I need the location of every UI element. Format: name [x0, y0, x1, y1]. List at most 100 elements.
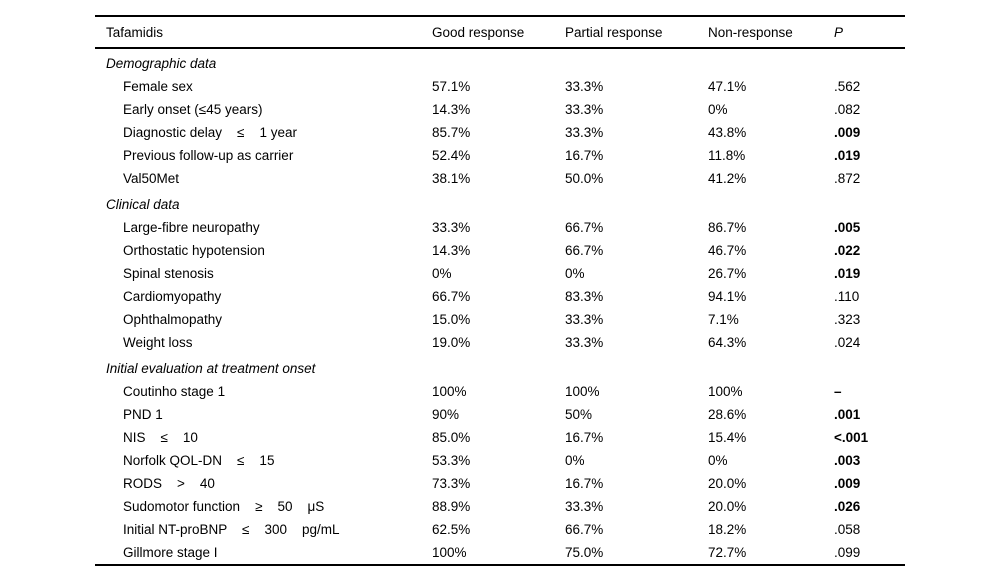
table-row: Early onset (≤45 years) 14.3% 33.3% 0% .082 — [95, 98, 905, 121]
column-header-p: P — [834, 24, 844, 40]
table-row: Spinal stenosis 0% 0% 26.7% .019 — [95, 262, 905, 285]
value-cell: 100% — [432, 544, 467, 560]
value-cell: 0% — [565, 452, 585, 468]
value-cell: 50% — [565, 406, 593, 422]
p-value: .099 — [834, 544, 861, 560]
p-value: .009 — [834, 124, 861, 140]
table-row: Norfolk QOL-DN ≤ 15 53.3% 0% 0% .003 — [95, 449, 905, 472]
value-cell: 0% — [708, 452, 728, 468]
value-cell: 20.0% — [708, 498, 747, 514]
table-header: Tafamidis Good response Partial response… — [95, 16, 905, 48]
value-cell: 85.0% — [432, 429, 471, 445]
row-label: Norfolk QOL-DN ≤ 15 — [123, 452, 275, 468]
p-value: .003 — [834, 452, 861, 468]
tafamidis-response-table-container: Tafamidis Good response Partial response… — [95, 15, 905, 566]
value-cell: 66.7% — [432, 288, 471, 304]
row-label: Weight loss — [123, 334, 193, 350]
value-cell: 16.7% — [565, 429, 604, 445]
value-cell: 85.7% — [432, 124, 471, 140]
row-label: NIS ≤ 10 — [123, 429, 198, 445]
row-label: Large-fibre neuropathy — [123, 219, 260, 235]
row-label: Early onset (≤45 years) — [123, 101, 263, 117]
section-title: Demographic data — [106, 55, 217, 71]
table-row: Gillmore stage I 100% 75.0% 72.7% .099 — [95, 541, 905, 565]
value-cell: 11.8% — [708, 147, 746, 163]
column-header-non-response: Non-response — [708, 24, 793, 40]
row-label: RODS > 40 — [123, 475, 215, 491]
value-cell: 15.0% — [432, 311, 471, 327]
row-label: Diagnostic delay ≤ 1 year — [123, 124, 297, 140]
value-cell: 88.9% — [432, 498, 471, 514]
section-row: Clinical data — [95, 190, 905, 216]
value-cell: 75.0% — [565, 544, 604, 560]
value-cell: 15.4% — [708, 429, 747, 445]
value-cell: 33.3% — [432, 219, 471, 235]
table-row: Sudomotor function ≥ 50 μS 88.9% 33.3% 20.0… — [95, 495, 905, 518]
p-value: .323 — [834, 311, 861, 327]
value-cell: 73.3% — [432, 475, 471, 491]
value-cell: 62.5% — [432, 521, 471, 537]
value-cell: 0% — [708, 101, 728, 117]
section-title: Clinical data — [106, 196, 180, 212]
row-label: Coutinho stage 1 — [123, 383, 226, 399]
value-cell: 52.4% — [432, 147, 471, 163]
value-cell: 46.7% — [708, 242, 747, 258]
value-cell: 66.7% — [565, 219, 604, 235]
table-row: Val50Met 38.1% 50.0% 41.2% .872 — [95, 167, 905, 190]
value-cell: 50.0% — [565, 170, 604, 186]
table-row: Weight loss 19.0% 33.3% 64.3% .024 — [95, 331, 905, 354]
p-value: .110 — [834, 288, 860, 304]
value-cell: 16.7% — [565, 475, 604, 491]
tafamidis-response-table: Tafamidis Good response Partial response… — [95, 15, 905, 566]
p-value: .026 — [834, 498, 861, 514]
row-label: Orthostatic hypotension — [123, 242, 265, 258]
value-cell: 28.6% — [708, 406, 747, 422]
value-cell: 0% — [565, 265, 585, 281]
column-header-good-response: Good response — [432, 24, 525, 40]
value-cell: 72.7% — [708, 544, 747, 560]
table-row: Cardiomyopathy 66.7% 83.3% 94.1% .110 — [95, 285, 905, 308]
column-header-partial-response: Partial response — [565, 24, 663, 40]
value-cell: 66.7% — [565, 521, 604, 537]
value-cell: 53.3% — [432, 452, 471, 468]
row-label: Ophthalmopathy — [123, 311, 223, 327]
row-label: PND 1 — [123, 406, 163, 422]
p-value: .001 — [834, 406, 861, 422]
row-label: Female sex — [123, 78, 193, 94]
value-cell: 100% — [432, 383, 467, 399]
value-cell: 41.2% — [708, 170, 747, 186]
section-row: Initial evaluation at treatment onset — [95, 354, 905, 380]
section-row: Demographic data — [95, 48, 905, 75]
value-cell: 90% — [432, 406, 460, 422]
row-label: Cardiomyopathy — [123, 288, 222, 304]
value-cell: 57.1% — [432, 78, 471, 94]
header-row: Tafamidis Good response Partial response… — [95, 16, 905, 48]
row-label: Spinal stenosis — [123, 265, 214, 281]
value-cell: 100% — [708, 383, 743, 399]
value-cell: 33.3% — [565, 78, 604, 94]
value-cell: 19.0% — [432, 334, 471, 350]
value-cell: 66.7% — [565, 242, 604, 258]
row-label: Sudomotor function ≥ 50 μS — [123, 498, 325, 514]
value-cell: 33.3% — [565, 101, 604, 117]
table-row: Female sex 57.1% 33.3% 47.1% .562 — [95, 75, 905, 98]
value-cell: 33.3% — [565, 334, 604, 350]
p-value: .024 — [834, 334, 861, 350]
row-label: Previous follow-up as carrier — [123, 147, 294, 163]
table-row: RODS > 40 73.3% 16.7% 20.0% .009 — [95, 472, 905, 495]
value-cell: 100% — [565, 383, 600, 399]
p-value: .872 — [834, 170, 861, 186]
p-value: .019 — [834, 265, 861, 281]
p-value: .058 — [834, 521, 861, 537]
p-value: .019 — [834, 147, 861, 163]
p-value: .022 — [834, 242, 861, 258]
value-cell: 38.1% — [432, 170, 471, 186]
value-cell: 83.3% — [565, 288, 604, 304]
p-value: <.001 — [834, 429, 869, 445]
p-value: .562 — [834, 78, 861, 94]
value-cell: 33.3% — [565, 311, 604, 327]
table-row: Ophthalmopathy 15.0% 33.3% 7.1% .323 — [95, 308, 905, 331]
column-header-tafamidis: Tafamidis — [106, 24, 164, 40]
p-value: – — [834, 383, 842, 399]
table-row: Diagnostic delay ≤ 1 year 85.7% 33.3% 43.8%… — [95, 121, 905, 144]
